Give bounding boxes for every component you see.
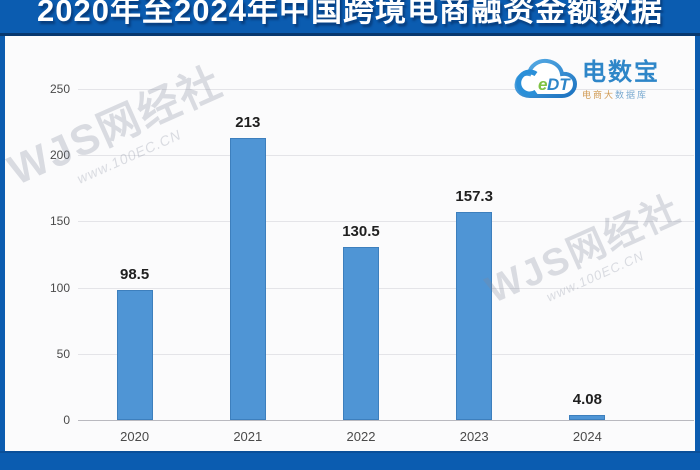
logo-tagline-right: 数据库 [615, 90, 649, 100]
y-axis-tick-label: 150 [49, 214, 70, 229]
gridline [78, 287, 694, 289]
bar-2024 [569, 414, 606, 420]
x-axis-tick-label: 2020 [120, 429, 150, 444]
x-axis-tick-label: 2021 [233, 429, 263, 444]
bar-value-label: 157.3 [455, 187, 493, 205]
x-axis-tick-label: 2023 [459, 429, 489, 444]
bar-value-label: 4.08 [572, 390, 602, 408]
logo-tagline-left: 电商大 [582, 90, 616, 100]
logo-tagline: 电商大数据库 [582, 88, 682, 101]
bar-2021 [229, 138, 266, 420]
bar-value-label: 98.5 [119, 265, 150, 283]
bar-value-label: 130.5 [342, 223, 380, 241]
edt-logo: e DT 电数宝 电商大数据库 [512, 56, 682, 106]
svg-text:e: e [538, 75, 547, 94]
bar-2022 [343, 247, 379, 420]
x-axis-tick-label: 2024 [572, 429, 602, 444]
left-border [0, 0, 5, 470]
bar-2020 [116, 289, 153, 420]
bar-value-label: 213 [235, 114, 261, 131]
y-axis-tick-label: 0 [63, 413, 70, 427]
svg-text:DT: DT [547, 75, 571, 94]
logo-text-block: 电数宝 电商大数据库 [582, 60, 682, 101]
page-title: 2020年至2024年中国跨境电商融资金额数据 [37, 0, 663, 28]
right-border [695, 0, 700, 470]
bar-2023 [456, 211, 493, 420]
x-axis-tick-label: 2022 [346, 429, 376, 444]
footer-banner [0, 451, 700, 470]
y-axis-tick-label: 50 [56, 346, 70, 361]
chart-plot-area: 0 50 100 150 200 250 98.5 2020 213 2021 130.5 2022 1… [50, 82, 694, 444]
gridline [78, 353, 694, 355]
logo-name: 电数宝 [582, 59, 660, 86]
y-axis-tick-label: 200 [49, 148, 70, 163]
header-banner: 2020年至2024年中国跨境电商融资金额数据 [0, 0, 700, 36]
gridline [78, 221, 694, 223]
y-axis-tick-label: 100 [49, 280, 70, 295]
cloud-logo-icon: e DT [512, 56, 578, 102]
gridline [78, 89, 694, 90]
y-axis-tick-label: 250 [49, 82, 70, 96]
x-axis-line [78, 420, 694, 421]
gridline [78, 155, 694, 157]
